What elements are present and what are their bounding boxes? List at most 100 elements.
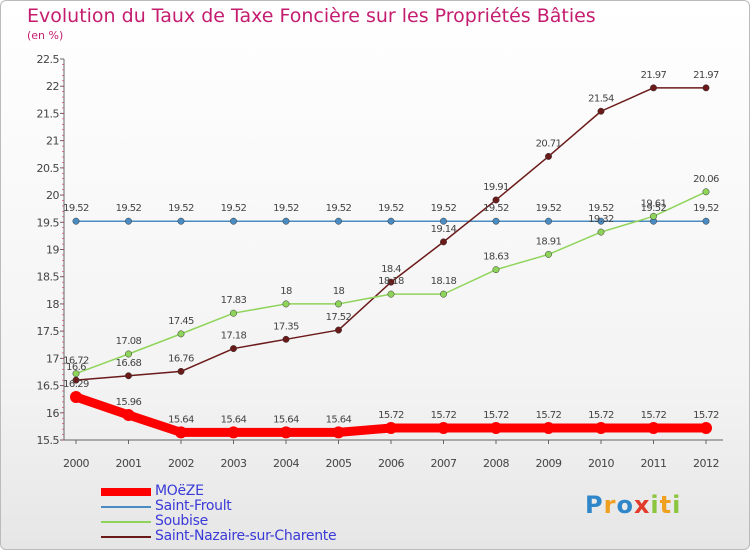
data-point-1 [72,217,80,225]
data-point-1 [492,217,500,225]
data-label: 17.83 [221,295,247,306]
data-label: 20.71 [536,138,562,149]
chart-unit-label: (en %) [27,29,64,42]
x-tick-label: 2003 [221,457,247,470]
data-point-2 [282,300,290,308]
logo-letter: i [672,491,682,519]
data-label: 21.97 [693,70,719,81]
data-point-1 [282,217,290,225]
data-point-2 [72,370,80,378]
data-label: 16.72 [63,356,89,367]
legend-swatch [101,536,151,538]
y-tick-label: 22.5 [37,53,60,66]
y-tick-label: 19 [46,244,59,257]
data-label: 19.52 [483,203,509,214]
legend-item: Saint-Nazaire-sur-Charente [101,528,401,544]
y-tick-label: 19.5 [37,216,60,229]
chart-legend: MOëZE Saint-Froult Soubise Saint-Nazaire-su… [101,483,401,544]
data-point-0 [647,422,660,435]
data-point-0 [227,426,240,439]
legend-label: Soubise [155,513,208,529]
data-point-2 [545,250,552,258]
data-label: 15.72 [536,410,562,421]
data-label: 17.08 [116,336,142,347]
data-point-2 [230,309,237,317]
y-tick-label: 16 [46,407,59,420]
data-label: 19.52 [378,203,404,214]
proxiti-logo: Proxiti [585,491,681,519]
x-tick-label: 2000 [63,457,89,470]
data-label: 18 [280,286,292,297]
legend-swatch [101,506,151,508]
chart-title: Evolution du Taux de Taxe Foncière sur l… [27,5,596,27]
x-tick-label: 2006 [378,457,404,470]
data-label: 19.52 [641,203,667,214]
data-label: 16.76 [168,353,194,364]
data-point-1 [125,217,132,225]
data-label: 19.52 [693,203,719,214]
data-point-2 [387,290,395,298]
data-point-2 [650,212,657,220]
legend-item: Saint-Froult [101,498,401,514]
x-tick-label: 2002 [168,457,194,470]
y-tick-label: 21 [46,135,59,148]
data-label: 19.52 [116,203,142,214]
data-point-3 [702,84,710,92]
data-point-1 [597,217,605,225]
data-label: 18.18 [378,276,404,287]
x-tick-label: 2011 [641,457,667,470]
x-tick-label: 2010 [588,457,614,470]
data-label: 21.54 [588,93,614,104]
legend-label: MOëZE [155,483,204,499]
data-point-0 [332,426,345,439]
y-tick-label: 16.5 [37,380,60,393]
legend-swatch [101,488,151,496]
legend-swatch [101,521,151,523]
data-label: 19.52 [273,203,299,214]
logo-letter: r [603,491,617,519]
data-point-2 [597,228,605,236]
data-point-0 [542,422,555,435]
data-point-3 [387,278,395,286]
data-point-0 [122,408,135,421]
data-point-0 [437,422,450,435]
data-label: 15.72 [483,410,509,421]
x-tick-label: 2001 [116,457,142,470]
data-point-0 [595,422,607,435]
data-label: 19.52 [168,203,194,214]
y-tick-label: 20 [46,189,59,202]
data-point-3 [545,152,552,160]
data-point-0 [490,422,502,435]
y-tick-label: 22 [46,80,59,93]
legend-label: Saint-Froult [155,498,232,514]
y-tick-label: 18.5 [37,271,60,284]
x-tick-label: 2009 [536,457,562,470]
data-label: 16.6 [66,362,86,373]
legend-label: Saint-Nazaire-sur-Charente [155,528,337,544]
data-label: 19.52 [536,203,562,214]
data-label: 19.52 [588,203,614,214]
data-label: 16.68 [116,358,142,369]
y-tick-label: 21.5 [37,107,60,120]
data-label: 18.18 [431,276,457,287]
y-tick-label: 15.5 [37,434,60,447]
data-label: 15.72 [641,410,667,421]
data-point-3 [177,367,185,375]
data-label: 15.72 [693,410,719,421]
y-tick-label: 18 [46,298,59,311]
data-label: 21.97 [641,70,667,81]
logo-letter: P [585,491,604,519]
logo-letter: i [650,491,660,519]
data-label: 19.52 [63,203,89,214]
data-label: 19.61 [641,198,667,209]
data-point-2 [702,188,710,196]
data-point-2 [335,300,342,308]
data-label: 19.52 [221,203,247,214]
data-label: 19.52 [326,203,352,214]
data-point-1 [335,217,342,225]
data-label: 15.96 [116,397,142,408]
x-tick-label: 2004 [273,457,299,470]
data-point-0 [700,422,712,435]
